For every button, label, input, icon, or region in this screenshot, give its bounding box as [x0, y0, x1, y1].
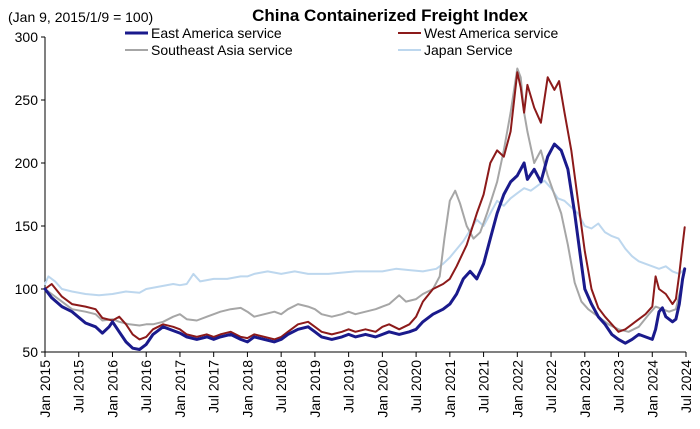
x-tick-label: Jan 2020: [374, 360, 390, 418]
legend: East America service West America servic…: [125, 25, 559, 58]
series-line-west-america-service: [44, 71, 686, 341]
x-tick-label: Jan 2024: [644, 360, 660, 418]
y-tick-label: 150: [15, 218, 39, 234]
y-tick-label: 300: [15, 29, 39, 45]
x-tick-label: Jan 2021: [442, 360, 458, 418]
x-tick-label: Jul 2024: [678, 360, 694, 413]
x-tick-label: Jul 2017: [206, 360, 222, 413]
x-tick-label: Jul 2015: [71, 360, 87, 413]
legend-label-west-america: West America service: [424, 25, 559, 41]
series-layer: [43, 67, 687, 351]
x-tick-label: Jul 2018: [273, 360, 289, 413]
x-tick-label: Jul 2019: [341, 360, 357, 413]
x-tick-label: Jan 2017: [172, 360, 188, 418]
series-line-southeast-asia-service: [44, 67, 686, 333]
x-tick-label: Jan 2022: [509, 360, 525, 418]
y-tick-label: 200: [15, 155, 39, 171]
x-tick-label: Jan 2019: [307, 360, 323, 418]
y-tick-label: 250: [15, 92, 39, 108]
legend-label-southeast-asia: Southeast Asia service: [151, 42, 293, 58]
x-tick-label: Jan 2016: [104, 360, 120, 418]
x-tick-label: Jul 2022: [543, 360, 559, 413]
axes: 50 100 150 200 250 300 Jan 2015 Jul 2015 Jan 201…: [15, 29, 694, 418]
legend-label-japan: Japan Service: [424, 42, 513, 58]
x-tick-label: Jan 2018: [239, 360, 255, 418]
y-tick-label: 50: [22, 344, 38, 360]
series-line-east-america-service: [43, 142, 687, 351]
y-tick-label: 100: [15, 281, 39, 297]
x-tick-label: Jan 2015: [37, 360, 53, 418]
x-tick-label: Jul 2020: [408, 360, 424, 413]
x-tick-label: Jul 2023: [611, 360, 627, 413]
x-tick-label: Jul 2016: [138, 360, 154, 413]
x-tick-label: Jan 2023: [577, 360, 593, 418]
series-line-japan-service: [44, 179, 686, 297]
legend-label-east-america: East America service: [151, 25, 282, 41]
x-tick-label: Jul 2021: [476, 360, 492, 413]
chart-title: China Containerized Freight Index: [252, 6, 528, 25]
unit-label: (Jan 9, 2015/1/9 = 100): [8, 9, 153, 25]
